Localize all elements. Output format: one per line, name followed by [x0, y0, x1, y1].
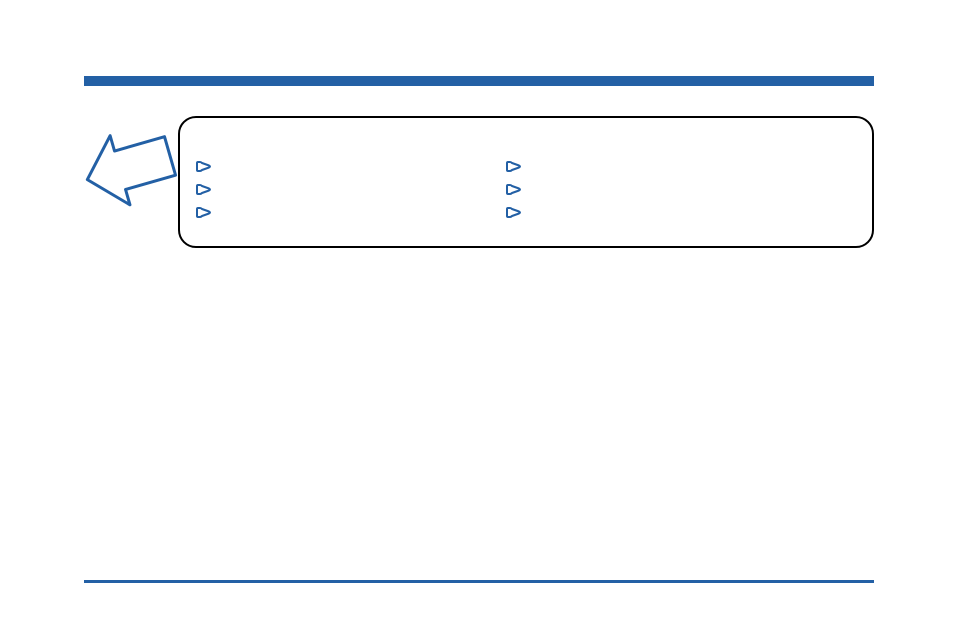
bullet-column-left — [196, 160, 212, 219]
bullet-icon — [506, 206, 522, 219]
callout-arrow — [78, 126, 178, 212]
bullet-icon — [506, 160, 522, 173]
bullet-icon — [196, 183, 212, 196]
bullet-icon — [196, 206, 212, 219]
bullet-icon — [506, 183, 522, 196]
callout-box — [178, 116, 874, 248]
bullet-column-right — [506, 160, 522, 219]
bottom-rule — [84, 580, 874, 583]
bullet-icon — [196, 160, 212, 173]
document-page — [0, 0, 954, 637]
top-rule — [84, 76, 874, 86]
